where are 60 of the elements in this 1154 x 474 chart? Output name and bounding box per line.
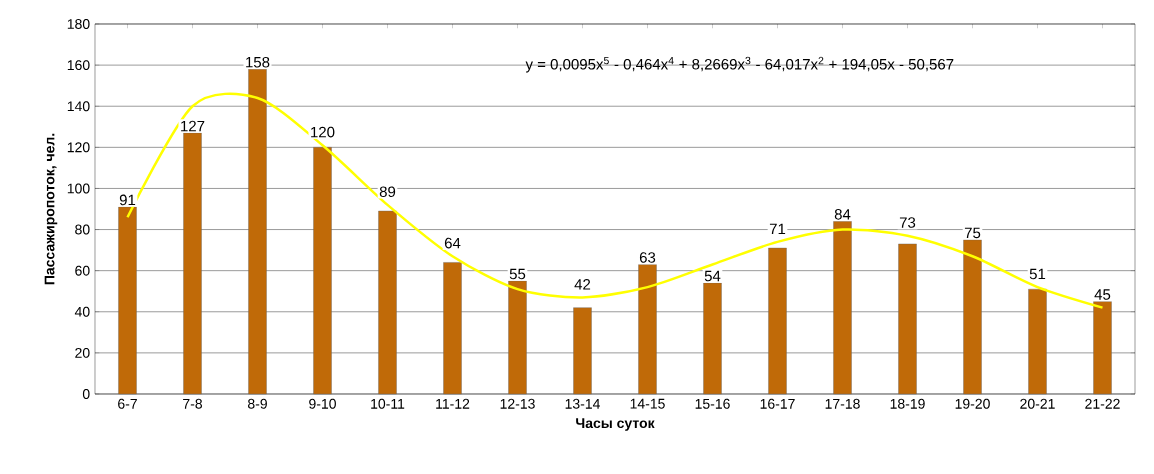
y-tick-label: 0 [82, 389, 90, 399]
y-tick-label: 160 [67, 60, 90, 71]
bar [573, 307, 592, 395]
x-tick-label: 13-14 [565, 398, 600, 409]
data-label: 84 [834, 209, 851, 220]
data-label: 64 [444, 237, 461, 249]
x-tick-label: 21-22 [1085, 398, 1120, 409]
data-label: 54 [704, 270, 721, 282]
x-axis-title: Часы суток [576, 418, 655, 431]
x-tick-label: 14-15 [630, 398, 665, 409]
bar [638, 264, 657, 395]
x-tick-label: 9-10 [309, 398, 336, 409]
y-tick-label: 20 [75, 347, 90, 358]
bar [508, 280, 527, 395]
y-tick-label: 100 [67, 183, 90, 194]
x-tick-label: 19-20 [955, 398, 990, 409]
y-tick-label: 60 [75, 265, 90, 276]
x-tick-label: 17-18 [825, 398, 860, 409]
y-axis-title: Пассажиропоток, чел. [44, 133, 58, 285]
data-label: 91 [119, 194, 136, 206]
y-tick-label: 80 [75, 224, 90, 235]
bar [313, 147, 332, 395]
bar [443, 262, 462, 395]
y-tick-label: 40 [74, 306, 90, 317]
data-label: 45 [1094, 289, 1111, 300]
bar [1028, 288, 1047, 395]
data-label: 75 [964, 227, 981, 239]
bar [118, 206, 137, 395]
x-tick-label: 11-12 [436, 398, 470, 409]
text: y = 0,0095x$^{5}$ - 0,464x$^{4}$ + 8,2669x$^{3}$ - 64,017x$^{2}$ + 194,05x - 50,567 [525, 56, 954, 73]
data-label: 55 [509, 268, 526, 280]
y-tick-label: 140 [67, 101, 90, 112]
bar [183, 132, 202, 395]
data-label: 42 [574, 279, 591, 290]
data-label: 63 [639, 252, 656, 263]
x-tick-label: 10-11 [371, 398, 405, 409]
x-tick-label: 8-9 [247, 398, 267, 409]
data-label: 120 [311, 126, 335, 138]
data-label: 89 [379, 186, 396, 198]
bar [833, 221, 852, 395]
x-tick-label: 6-7 [118, 398, 137, 409]
data-label: 73 [899, 217, 916, 228]
x-tick-label: 15-16 [695, 398, 730, 409]
y-tick-label: 120 [67, 142, 90, 153]
bar [1093, 301, 1112, 395]
bar [963, 239, 982, 395]
bar [378, 210, 397, 395]
data-label: 51 [1029, 268, 1046, 280]
data-label: 158 [246, 56, 270, 68]
x-tick-label: 12-13 [500, 398, 535, 409]
x-tick-label: 18-19 [890, 398, 925, 409]
y-tick-label: 180 [67, 19, 90, 29]
data-label: 127 [181, 120, 205, 132]
data-label: 71 [769, 223, 786, 235]
bar [768, 247, 787, 395]
x-tick-label: 7-8 [183, 398, 203, 409]
bar [898, 243, 917, 395]
bar [703, 282, 722, 395]
x-tick-label: 16-17 [760, 398, 795, 409]
x-tick-label: 20-21 [1020, 398, 1055, 409]
